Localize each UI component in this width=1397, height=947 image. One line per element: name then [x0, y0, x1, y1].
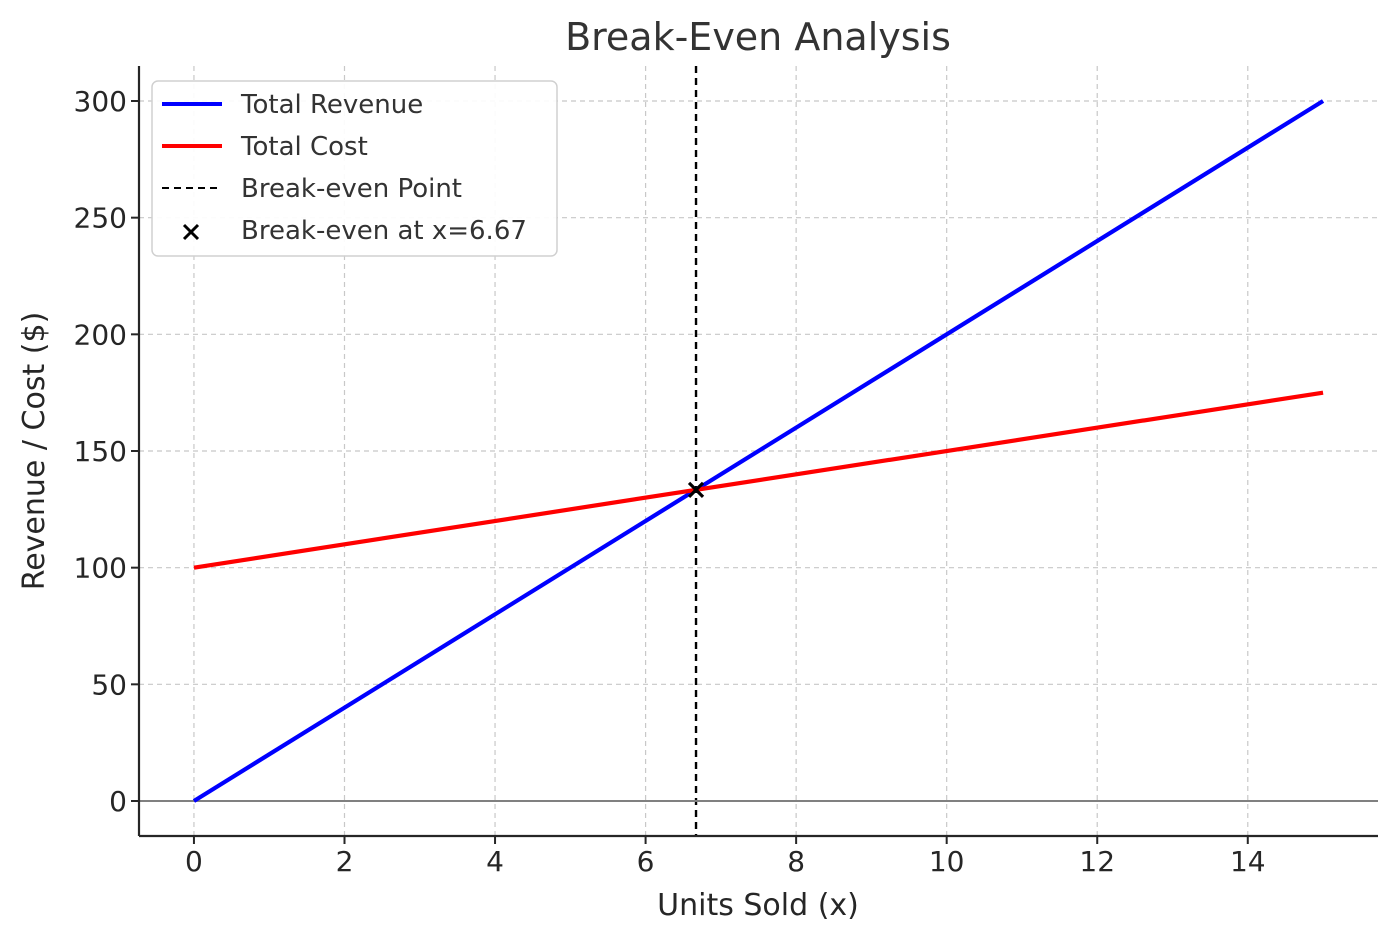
x-tick-label: 10	[929, 845, 965, 878]
legend-label-break-even-marker: Break-even at x=6.67	[241, 216, 527, 246]
chart-title: Break-Even Analysis	[565, 15, 951, 59]
series-line-total-cost	[193, 390, 1324, 570]
y-tick-label: 50	[91, 668, 127, 701]
legend-frame	[151, 80, 558, 257]
y-tick-label: 150	[74, 435, 127, 468]
x-axis-title: Units Sold (x)	[657, 888, 859, 923]
x-tick-label: 2	[336, 845, 354, 878]
y-tick-label: 200	[74, 318, 127, 351]
y-tick-label: 250	[74, 202, 127, 235]
legend-label-total-revenue: Total Revenue	[240, 90, 423, 120]
tick-layer: 0 2 4 6 8 10 12 14 0 50 100 150 200 250 300	[74, 85, 1266, 878]
x-tick-label: 6	[637, 845, 655, 878]
reference-line-layer	[139, 66, 1378, 836]
series-layer	[192, 99, 1325, 803]
x-tick-label: 12	[1079, 845, 1115, 878]
x-tick-label: 0	[185, 845, 203, 878]
y-tick-label: 100	[74, 552, 127, 585]
y-tick-label: 0	[109, 785, 127, 818]
y-tick-label: 300	[74, 85, 127, 118]
x-tick-label: 4	[486, 845, 504, 878]
legend-swatch-break-even-marker-icon	[182, 223, 200, 241]
series-line-total-revenue	[192, 99, 1325, 803]
legend: Total Revenue Total Cost Break-even Poin…	[151, 80, 558, 257]
x-tick-label: 8	[787, 845, 805, 878]
legend-label-total-cost: Total Cost	[240, 132, 368, 162]
legend-label-break-even-point: Break-even Point	[241, 174, 462, 204]
x-tick-label: 14	[1230, 845, 1266, 878]
break-even-marker	[687, 481, 705, 499]
y-axis-title: Revenue / Cost ($)	[17, 312, 52, 591]
marker-layer	[687, 481, 705, 499]
